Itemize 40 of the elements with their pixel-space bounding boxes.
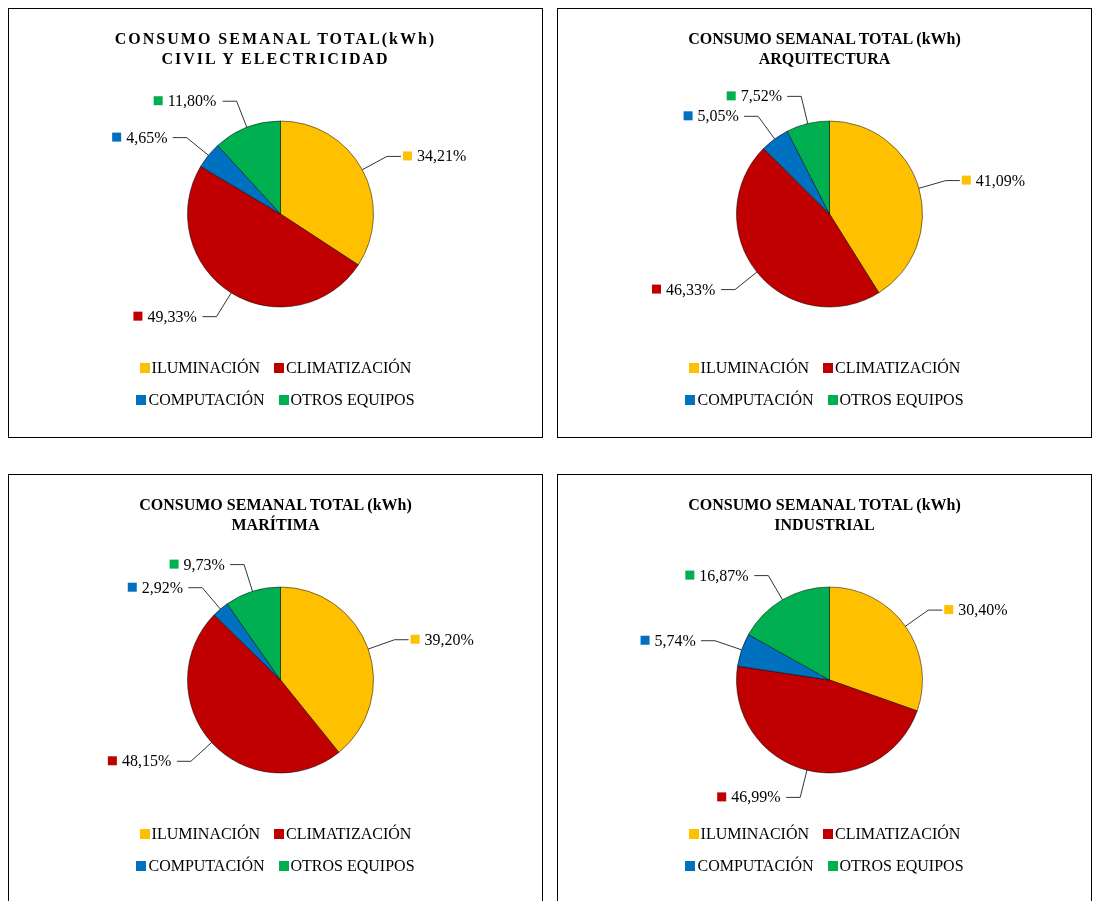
data-label: 48,15%	[121, 752, 172, 770]
data-label: 39,20%	[424, 630, 474, 648]
data-label: 16,87%	[699, 566, 749, 584]
legend-label: CLIMATIZACIÓN	[835, 825, 961, 843]
legend-label: OTROS EQUIPOS	[839, 391, 964, 409]
legend-label: OTROS EQUIPOS	[290, 391, 415, 409]
data-label: 34,21%	[416, 147, 467, 165]
legend-label: COMPUTACIÓN	[697, 857, 814, 875]
data-label: 5,74%	[654, 631, 696, 649]
chart-title: CONSUMO SEMANAL TOTAL (kWh)	[139, 495, 412, 515]
legend-label: ILUMINACIÓN	[151, 359, 261, 377]
chart-subtitle: INDUSTRIAL	[773, 515, 876, 535]
data-label: 46,33%	[666, 280, 716, 298]
legend-label: CLIMATIZACIÓN	[835, 359, 961, 377]
data-label: 2,92%	[141, 578, 184, 596]
chart-subtitle: ARQUITECTURA	[757, 49, 892, 69]
legend-label: COMPUTACIÓN	[148, 857, 265, 875]
data-label: 5,05%	[697, 107, 739, 125]
legend-label: CLIMATIZACIÓN	[286, 825, 412, 843]
legend-label: ILUMINACIÓN	[151, 825, 261, 843]
data-label: 11,80%	[167, 92, 217, 110]
chart-subtitle: MARÍTIMA	[230, 515, 321, 535]
chart-title: CONSUMO SEMANAL TOTAL(kWh)	[114, 29, 437, 49]
data-label: 9,73%	[183, 555, 225, 573]
chart-title: CONSUMO SEMANAL TOTAL (kWh)	[688, 29, 961, 49]
chart-subtitle: CIVIL Y ELECTRICIDAD	[160, 49, 391, 69]
legend-label: OTROS EQUIPOS	[839, 857, 964, 875]
legend-label: CLIMATIZACIÓN	[286, 359, 412, 377]
data-label: 41,09%	[975, 171, 1026, 189]
data-label: 46,99%	[731, 788, 781, 806]
data-label: 7,52%	[740, 87, 782, 105]
data-label: 4,65%	[126, 128, 168, 146]
legend-label: ILUMINACIÓN	[700, 825, 810, 843]
legend-label: ILUMINACIÓN	[700, 359, 810, 377]
chart-title: CONSUMO SEMANAL TOTAL (kWh)	[688, 495, 961, 515]
data-label: 49,33%	[147, 307, 197, 325]
legend-label: OTROS EQUIPOS	[290, 857, 415, 875]
legend-label: COMPUTACIÓN	[148, 391, 265, 409]
legend-label: COMPUTACIÓN	[697, 391, 814, 409]
data-label: 30,40%	[958, 601, 1008, 619]
